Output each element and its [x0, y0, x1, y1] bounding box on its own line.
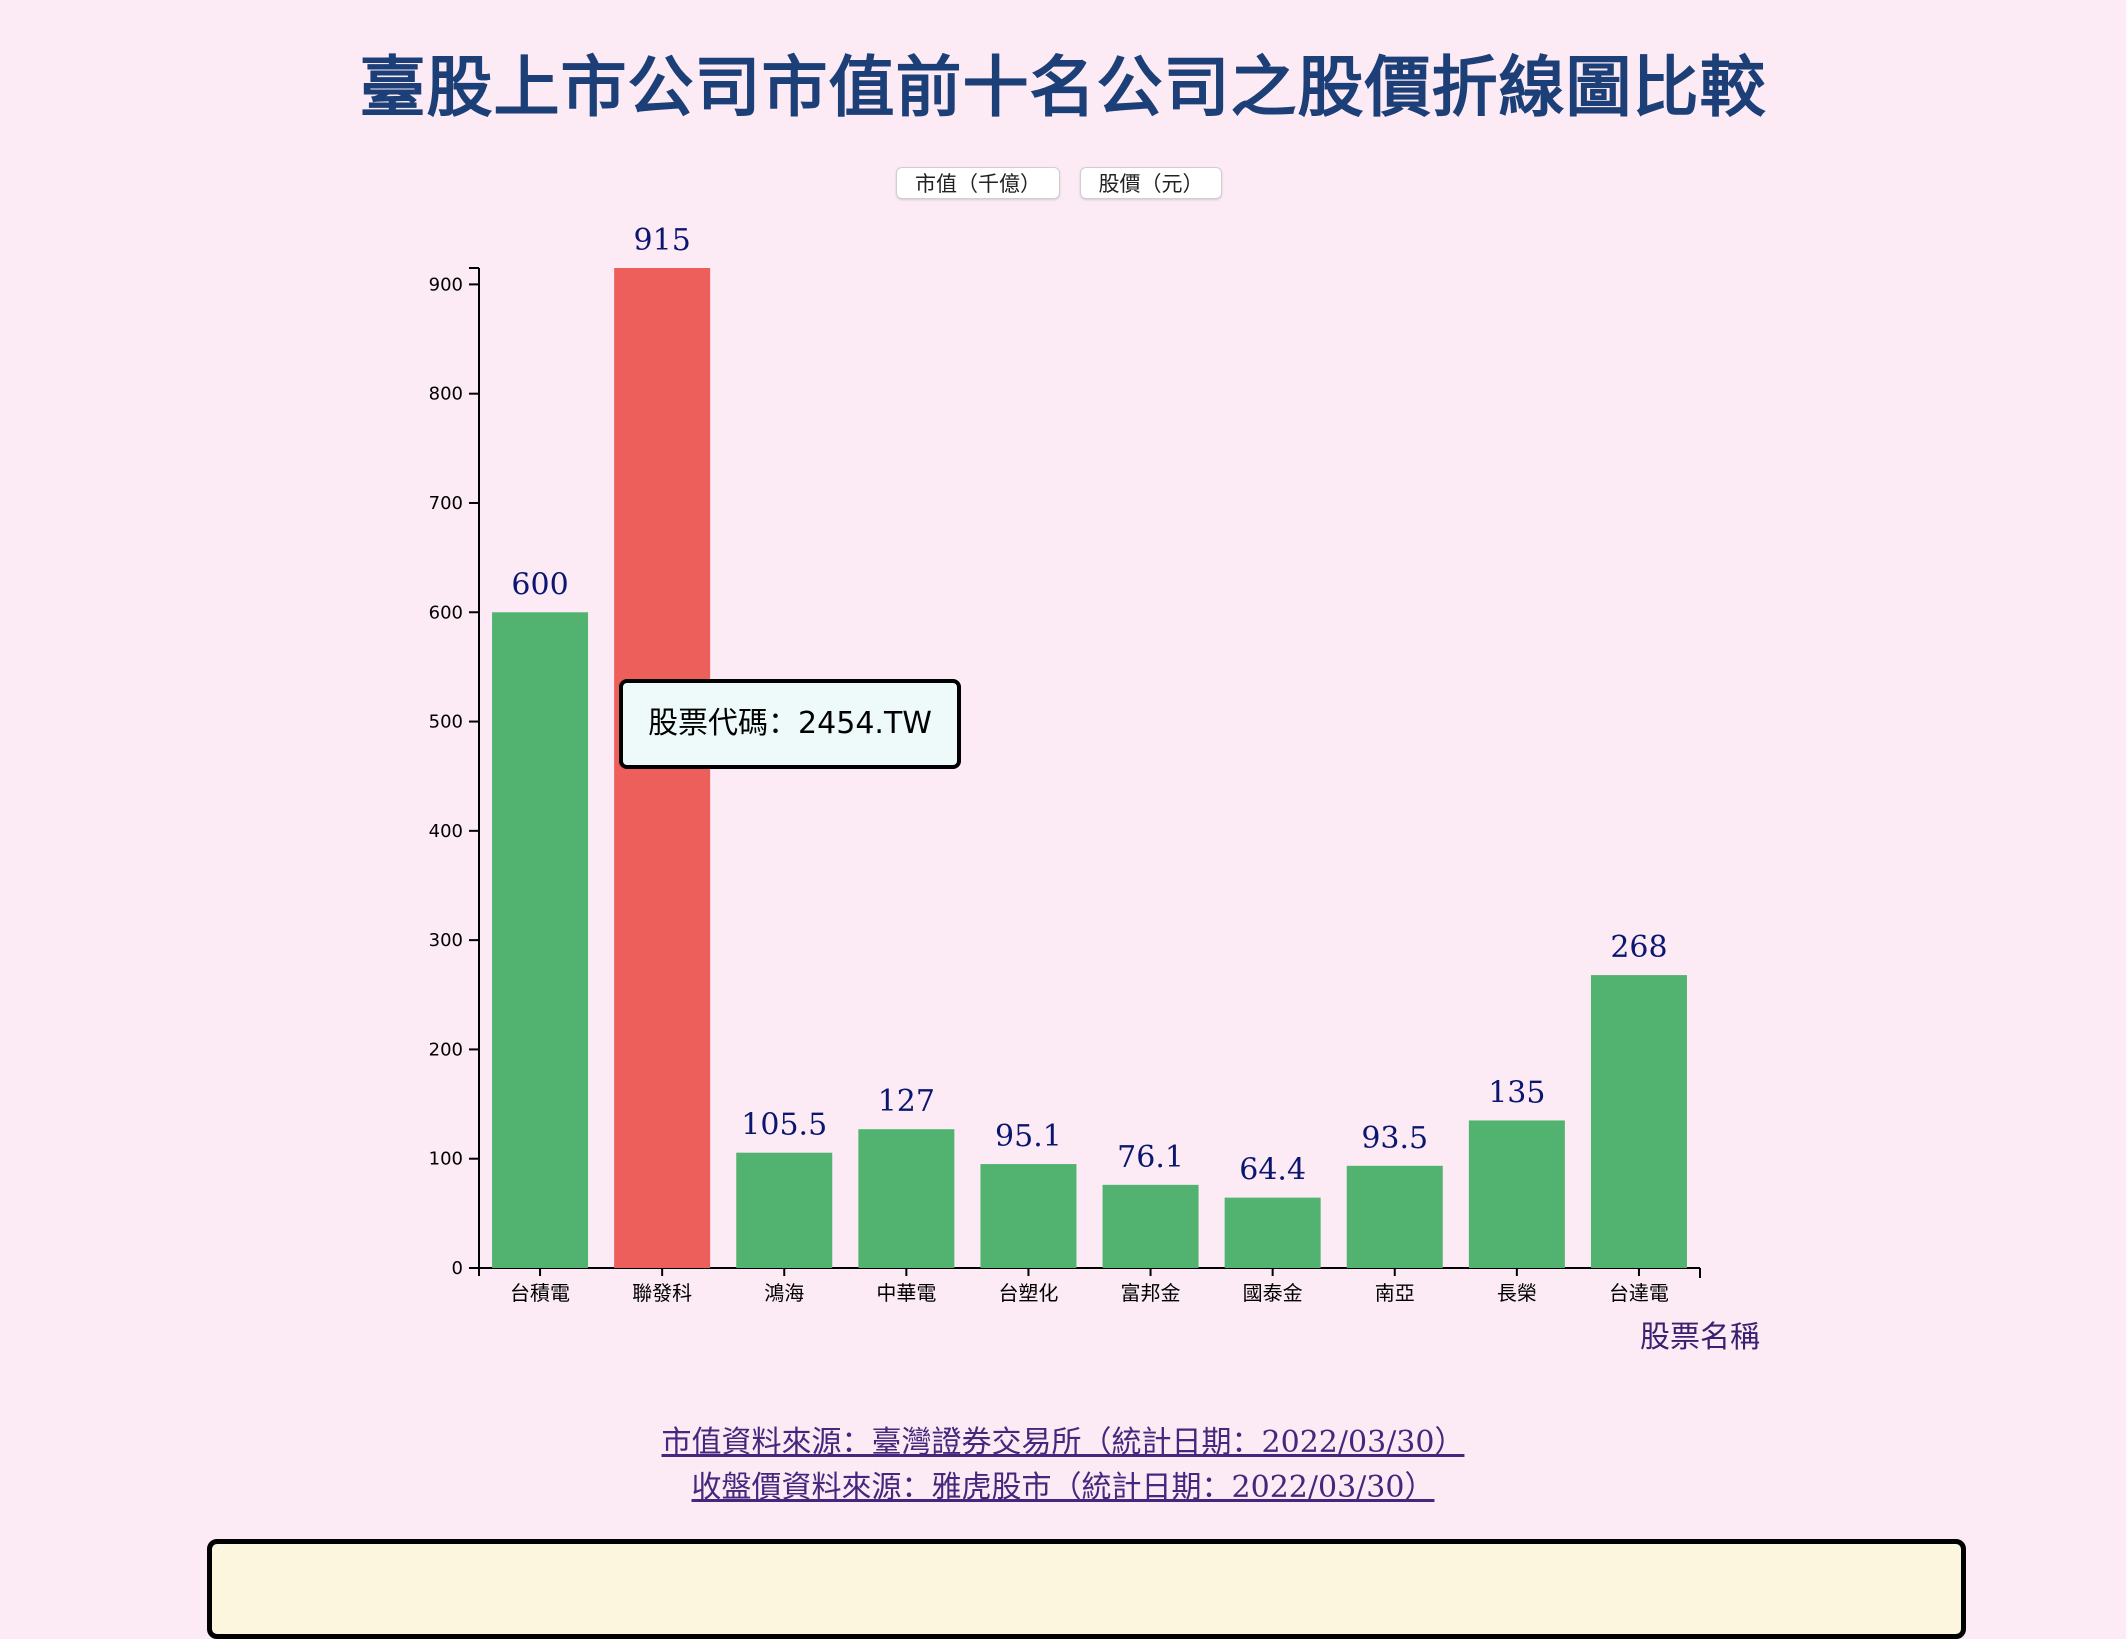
- bar[interactable]: [980, 1164, 1077, 1268]
- x-axis-title: 股票名稱: [1640, 1320, 1760, 1355]
- y-tick-label: 100: [429, 1149, 463, 1170]
- x-tick-label: 聯發科: [632, 1281, 692, 1305]
- page-title: 臺股上市公司市值前十名公司之股價折線圖比較: [359, 49, 1767, 126]
- data-label: 127: [878, 1084, 935, 1119]
- y-tick-label: 200: [429, 1039, 463, 1060]
- data-label: 135: [1488, 1075, 1545, 1110]
- price-source-link[interactable]: 收盤價資料來源：雅虎股市（統計日期：2022/03/30）: [691, 1470, 1435, 1505]
- x-tick-label: 鴻海: [764, 1281, 804, 1305]
- x-tick-label: 台達電: [1609, 1281, 1669, 1305]
- data-label: 95.1: [995, 1119, 1062, 1154]
- bar[interactable]: [1468, 1120, 1565, 1268]
- data-label: 268: [1610, 930, 1667, 965]
- y-tick-label: 700: [429, 493, 463, 514]
- info-panel: [207, 1539, 1966, 1639]
- bar[interactable]: [492, 612, 589, 1268]
- bar[interactable]: [1102, 1184, 1199, 1268]
- data-label: 93.5: [1361, 1121, 1428, 1156]
- x-tick-label: 台塑化: [998, 1281, 1058, 1305]
- bar[interactable]: [736, 1152, 833, 1268]
- stock-price-button[interactable]: 股價（元）: [1080, 167, 1222, 199]
- x-tick-label: 南亞: [1375, 1281, 1415, 1305]
- tooltip: 股票代碼：2454.TW: [619, 679, 961, 769]
- y-tick-label: 300: [429, 930, 463, 951]
- data-label: 105.5: [741, 1108, 827, 1143]
- x-tick-label: 中華電: [876, 1281, 936, 1305]
- data-label: 76.1: [1117, 1140, 1184, 1175]
- data-label: 64.4: [1239, 1153, 1306, 1188]
- y-tick-label: 900: [429, 274, 463, 295]
- bar[interactable]: [858, 1129, 955, 1268]
- x-axis: 台積電 聯發科 鴻海 中華電 台塑化 富邦金 國泰金 南亞 長榮 台達電: [479, 1267, 1701, 1305]
- data-label: 600: [511, 567, 568, 602]
- market-cap-source-link[interactable]: 市值資料來源：臺灣證券交易所（統計日期：2022/03/30）: [661, 1425, 1465, 1460]
- y-tick-label: 0: [452, 1258, 463, 1279]
- y-tick-label: 500: [429, 712, 463, 733]
- x-tick-label: 長榮: [1497, 1281, 1537, 1305]
- y-tick-label: 600: [429, 602, 463, 623]
- market-cap-button[interactable]: 市值（千億）: [896, 167, 1060, 199]
- bar[interactable]: [1590, 975, 1687, 1268]
- value-labels: 600 915 105.5 127 95.1 76.1 64.4 93.5 135 268: [511, 223, 1667, 1188]
- bar[interactable]: [1346, 1165, 1443, 1268]
- y-tick-label: 400: [429, 821, 463, 842]
- bar-chart: 0 100 200 300 400 500 600 700 800 900 台積電 聯發科 鴻海 中華電…: [429, 223, 1760, 1355]
- y-axis: 0 100 200 300 400 500 600 700 800 900: [429, 267, 480, 1279]
- x-tick-label: 台積電: [510, 1281, 570, 1305]
- data-label: 915: [634, 223, 691, 258]
- y-tick-label: 800: [429, 384, 463, 405]
- bar[interactable]: [1224, 1197, 1321, 1268]
- x-tick-label: 國泰金: [1243, 1281, 1303, 1305]
- x-tick-label: 富邦金: [1121, 1281, 1181, 1305]
